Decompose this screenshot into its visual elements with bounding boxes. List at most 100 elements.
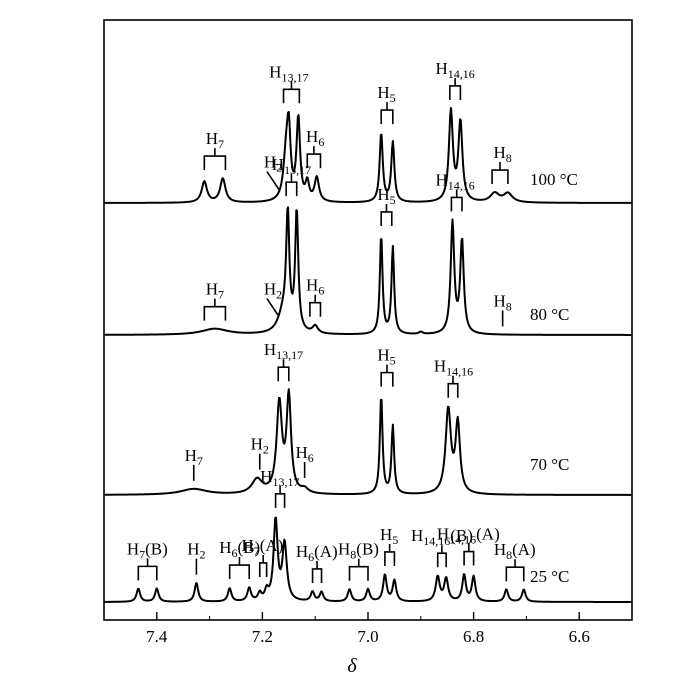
assignment-bracket [203, 298, 227, 321]
x-tick-label: 7.4 [146, 627, 168, 646]
peak-label: H14,16 [435, 170, 475, 212]
assignment-bracket [505, 559, 525, 582]
peak-label: H8(B) [338, 540, 379, 581]
assignment-bracket [450, 189, 463, 212]
peak-label: H2 [187, 540, 206, 575]
peak-label: H2 [251, 435, 269, 470]
peak-label-text: H14,16 [434, 357, 473, 379]
peak-label-text: H2 [264, 153, 282, 175]
peak-label-text: H8(A) [494, 540, 536, 562]
peak-label-text: H2 [251, 435, 269, 457]
peak-label: H14,16 [434, 357, 473, 398]
peak-label-text: H14,16(A) [437, 525, 500, 547]
peak-label-text: H13,17 [269, 62, 308, 84]
peak-label: H5 [377, 185, 396, 226]
peak-label-text: H6(B) [219, 538, 260, 560]
series-name-label: 25 °C [530, 567, 569, 586]
assignment-bracket [449, 77, 462, 100]
x-tick-label: 7.2 [252, 627, 273, 646]
assignment-bracket [285, 174, 298, 197]
x-tick-label: 6.8 [463, 627, 484, 646]
peak-label-text: H5 [377, 185, 395, 207]
peak-label-text: H13,17 [264, 340, 303, 362]
peak-label: H7 [185, 446, 203, 481]
peak-label-text: H13,17 [272, 155, 311, 177]
x-axis-label: δ [347, 655, 357, 677]
peak-label-text: H7 [206, 129, 224, 151]
assignment-bracket [463, 543, 475, 566]
peak-label-text: H6(A) [296, 542, 338, 564]
assignment-bracket [380, 364, 394, 387]
peak-label: H7 [203, 129, 227, 171]
peak-label-text: H7(B) [127, 539, 168, 561]
x-tick-label: 6.6 [569, 627, 590, 646]
assignment-bracket [384, 543, 396, 566]
peak-label-text: H5 [377, 346, 395, 368]
peak-label: H13,17 [260, 467, 299, 508]
peak-label-text: H6 [295, 443, 313, 465]
assignment-bracket [137, 558, 158, 581]
peak-label: H6(B) [219, 538, 260, 580]
peak-label-text: H7(A) [241, 536, 283, 558]
peak-label-text: H8(B) [338, 540, 379, 562]
assignment-bracket [447, 375, 459, 398]
peak-label: H8 [493, 291, 512, 327]
peak-label: H5 [380, 525, 398, 566]
peak-label-text: H2 [264, 280, 282, 302]
assignment-slash [266, 171, 280, 191]
peak-label: H5 [377, 346, 396, 387]
assignment-bracket [258, 554, 268, 577]
peak-label: H14,16 [435, 59, 475, 100]
assignment-bracket [311, 560, 323, 583]
spectrum-line [103, 106, 633, 204]
peak-label-text: H14,16(B) [411, 526, 473, 548]
spectrum-line [103, 206, 633, 336]
peak-label: H14,16(B) [411, 526, 473, 568]
assignment-bracket [203, 148, 227, 171]
peak-label: H13,17 [272, 155, 311, 197]
peak-label: H8(A) [494, 540, 536, 582]
peak-label-text: H8 [493, 291, 511, 313]
x-tick-label: 7.0 [357, 627, 378, 646]
assignment-bracket [380, 203, 393, 226]
peak-label: H7(A) [241, 536, 283, 577]
peak-label-text: H8 [493, 143, 511, 165]
peak-label: H2 [264, 153, 282, 191]
spectrum-line [103, 388, 633, 496]
peak-label-text: H14,16 [435, 59, 474, 81]
series-name-label: 70 °C [530, 455, 569, 474]
peak-label: H2 [264, 280, 282, 317]
assignment-bracket [380, 102, 394, 125]
assignment-slash [266, 298, 280, 317]
peak-label: H13,17 [269, 62, 308, 104]
assignment-bracket [491, 162, 509, 185]
assignment-bracket [277, 359, 290, 382]
peak-label-text: H7 [185, 446, 203, 468]
peak-label-text: H5 [380, 525, 398, 547]
peak-label-text: H2 [187, 540, 205, 562]
spectrum-line [103, 516, 633, 603]
peak-label-text: H6 [306, 127, 324, 149]
peak-label: H5 [377, 83, 396, 125]
peak-label-text: H13,17 [260, 467, 299, 489]
peak-label: H14,16(A) [437, 525, 500, 566]
peak-label-text: H7 [206, 280, 224, 302]
assignment-bracket [228, 557, 250, 580]
peak-label-text: H5 [377, 83, 395, 105]
peak-label: H6 [306, 127, 324, 169]
peak-label: H8 [491, 143, 512, 185]
assignment-bracket [309, 294, 322, 317]
peak-label: H6 [306, 276, 324, 317]
assignment-bracket [348, 558, 369, 581]
series-name-label: 80 °C [530, 305, 569, 324]
assignment-bracket [306, 146, 322, 169]
peak-label-text: H6 [306, 276, 324, 298]
assignment-bracket [282, 81, 301, 104]
assignment-bracket [436, 545, 447, 568]
peak-label: H13,17 [264, 340, 303, 382]
peak-label: H6 [295, 443, 314, 478]
peak-label-text: H14,16 [435, 170, 474, 192]
peak-label: H6(A) [296, 542, 338, 583]
series-name-label: 100 °C [530, 170, 578, 189]
